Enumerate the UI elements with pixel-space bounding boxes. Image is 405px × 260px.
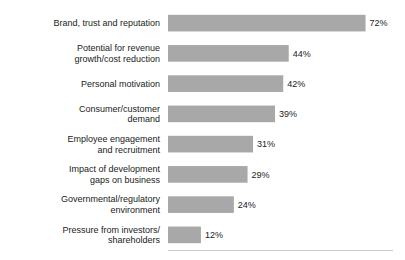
category-label: Personal motivation: [81, 79, 160, 89]
category-label: Impact of developmentgaps on business: [69, 164, 161, 185]
bar: [168, 227, 201, 244]
chart-svg: Pressure from investors/shareholders Gove…: [0, 0, 405, 260]
category-label-line: and recruitment: [97, 145, 160, 155]
category-label: Consumer/customerdemand: [79, 104, 160, 125]
category-label-line: gaps on business: [90, 175, 161, 185]
category-label: Pressure from investors/shareholders: [62, 225, 160, 246]
category-label-line: Potential for revenue: [77, 43, 160, 53]
category-label-line: shareholders: [108, 235, 161, 245]
x-axis-line: [168, 250, 393, 251]
page: {"chart_data": {"type": "bar", "orientat…: [0, 0, 405, 260]
category-label-line: Brand, trust and reputation: [53, 18, 160, 28]
value-label: 72%: [370, 18, 388, 28]
value-label: 29%: [252, 170, 270, 180]
category-label-line: Consumer/customer: [79, 104, 160, 114]
bar: [168, 75, 283, 92]
category-label-line: demand: [127, 114, 160, 124]
category-label-line: environment: [110, 205, 160, 215]
category-label: Governmental/regulatoryenvironment: [61, 194, 161, 215]
bars: [168, 15, 366, 243]
category-label: Potential for revenuegrowth/cost reducti…: [74, 43, 160, 64]
category-label-line: Impact of development: [69, 164, 161, 174]
bar: [168, 45, 289, 62]
category-label-line: growth/cost reduction: [74, 54, 160, 64]
value-label: 31%: [257, 139, 275, 149]
value-label: 42%: [287, 79, 305, 89]
bar: [168, 166, 248, 183]
bar: [168, 15, 366, 32]
category-label: Employee engagementand recruitment: [67, 134, 160, 155]
category-label: Brand, trust and reputation: [53, 18, 160, 28]
bar: [168, 136, 253, 153]
value-label: 12%: [205, 230, 223, 240]
value-label: 39%: [279, 109, 297, 119]
category-label-line: Employee engagement: [67, 134, 160, 144]
value-label: 44%: [293, 49, 311, 59]
category-label-line: Pressure from investors/: [62, 225, 160, 235]
bar: [168, 106, 275, 123]
chart-container: Pressure from investors/shareholders Gove…: [0, 0, 405, 260]
value-label: 24%: [238, 200, 256, 210]
category-label-line: Governmental/regulatory: [61, 194, 161, 204]
bar: [168, 196, 234, 213]
category-label-line: Personal motivation: [81, 79, 160, 89]
